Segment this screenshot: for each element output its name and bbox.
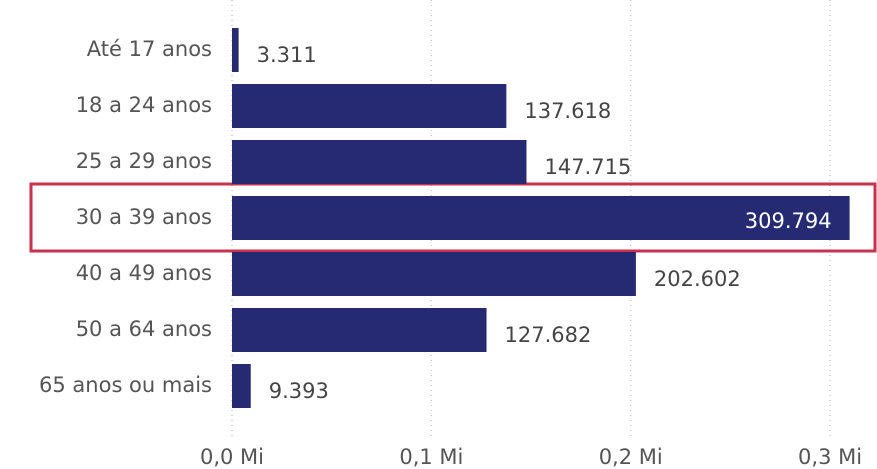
x-tick-label: 0,2 Mi [599, 445, 663, 469]
y-tick-label: 18 a 24 anos [76, 93, 212, 117]
value-label: 309.794 [745, 209, 832, 233]
bar [232, 364, 251, 408]
y-tick-label: 65 anos ou mais [39, 373, 212, 397]
value-label: 202.602 [654, 267, 741, 291]
y-tick-label: 50 a 64 anos [76, 317, 212, 341]
x-tick-label: 0,3 Mi [798, 445, 862, 469]
y-tick-label: Até 17 anos [87, 37, 212, 61]
y-tick-label: 40 a 49 anos [76, 261, 212, 285]
x-tick-label: 0,0 Mi [200, 445, 264, 469]
bar [232, 308, 487, 352]
value-label: 9.393 [269, 379, 329, 403]
value-label: 137.618 [524, 99, 611, 123]
y-tick-label: 30 a 39 anos [76, 205, 212, 229]
x-tick-label: 0,1 Mi [399, 445, 463, 469]
bar [232, 28, 239, 72]
value-label: 147.715 [544, 155, 631, 179]
value-label: 3.311 [257, 43, 317, 67]
bar [232, 140, 527, 184]
y-tick-label: 25 a 29 anos [76, 149, 212, 173]
bar [232, 252, 636, 296]
bar [232, 196, 850, 240]
bar [232, 84, 507, 128]
value-label: 127.682 [505, 323, 592, 347]
